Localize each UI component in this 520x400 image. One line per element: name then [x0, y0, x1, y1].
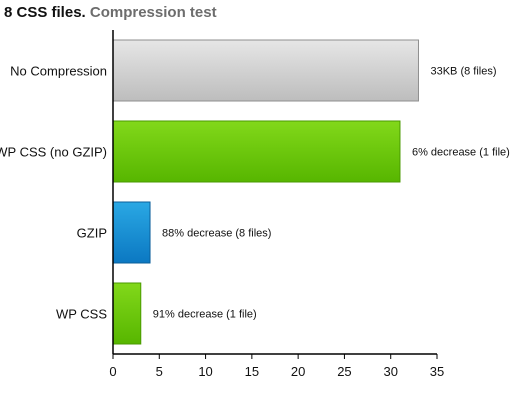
x-tick-label: 25 [337, 364, 351, 379]
x-tick-label: 15 [245, 364, 259, 379]
category-label: WP CSS [56, 307, 107, 322]
data-labels: 33KB (8 files) 6% decrease (1 file) 88% de… [153, 66, 510, 321]
x-axis: 0 5 10 15 20 25 30 35 [109, 30, 444, 379]
chart-title-main: 8 CSS files. [4, 4, 86, 21]
category-labels: No Compression WP CSS (no GZIP) GZIP WP CSS [0, 64, 107, 322]
bar-1 [112, 120, 401, 183]
x-tick-label: 10 [198, 364, 212, 379]
bar-2 [112, 201, 151, 264]
x-tick-label: 20 [291, 364, 305, 379]
chart-subtitle: Compression test [89, 4, 217, 21]
chart-title: 8 CSS files. Compression test [4, 4, 217, 21]
category-label: No Compression [10, 64, 107, 79]
x-tick-label: 35 [430, 364, 444, 379]
category-label: GZIP [77, 226, 107, 241]
bar-0 [112, 39, 419, 102]
x-tick-label: 0 [109, 364, 116, 379]
x-tick-label: 30 [383, 364, 397, 379]
data-label: 6% decrease (1 file) [412, 147, 510, 159]
data-label: 88% decrease (8 files) [162, 228, 271, 240]
data-label: 91% decrease (1 file) [153, 309, 257, 321]
bars-group [112, 39, 419, 345]
bar-3 [112, 282, 142, 345]
category-label: WP CSS (no GZIP) [0, 145, 107, 160]
data-label: 33KB (8 files) [430, 66, 496, 78]
x-tick-label: 5 [156, 364, 163, 379]
